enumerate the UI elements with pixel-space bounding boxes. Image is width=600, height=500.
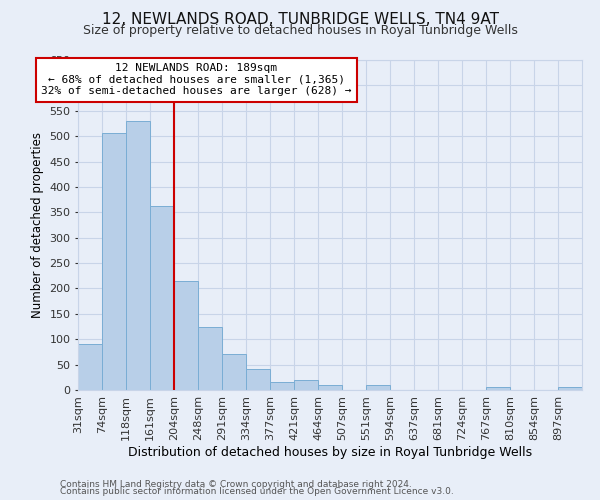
Text: Contains public sector information licensed under the Open Government Licence v3: Contains public sector information licen…: [60, 488, 454, 496]
Text: Size of property relative to detached houses in Royal Tunbridge Wells: Size of property relative to detached ho…: [83, 24, 517, 37]
Bar: [102, 132, 126, 390]
Bar: [174, 281, 198, 390]
Bar: [558, 388, 582, 390]
Bar: [366, 385, 390, 390]
Bar: [78, 344, 102, 390]
Bar: [270, 382, 294, 390]
Text: 12, NEWLANDS ROAD, TUNBRIDGE WELLS, TN4 9AT: 12, NEWLANDS ROAD, TUNBRIDGE WELLS, TN4 …: [101, 12, 499, 28]
Bar: [486, 388, 510, 390]
X-axis label: Distribution of detached houses by size in Royal Tunbridge Wells: Distribution of detached houses by size …: [128, 446, 532, 458]
Text: Contains HM Land Registry data © Crown copyright and database right 2024.: Contains HM Land Registry data © Crown c…: [60, 480, 412, 489]
Bar: [318, 385, 342, 390]
Text: 12 NEWLANDS ROAD: 189sqm
← 68% of detached houses are smaller (1,365)
32% of sem: 12 NEWLANDS ROAD: 189sqm ← 68% of detach…: [41, 64, 352, 96]
Bar: [198, 326, 222, 390]
Y-axis label: Number of detached properties: Number of detached properties: [31, 132, 44, 318]
Bar: [246, 368, 270, 390]
Bar: [294, 380, 318, 390]
Bar: [126, 121, 150, 390]
Bar: [150, 206, 174, 390]
Bar: [222, 354, 246, 390]
